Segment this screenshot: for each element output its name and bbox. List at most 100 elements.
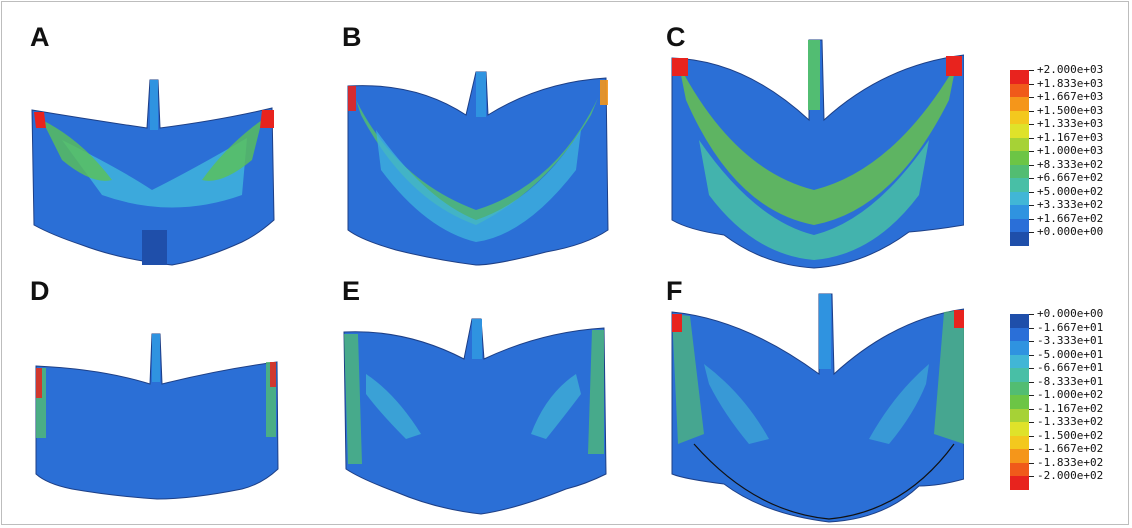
legend-top-swatch bbox=[1010, 83, 1029, 97]
legend-bottom-swatch bbox=[1010, 449, 1029, 463]
legend-bottom-tick bbox=[1029, 341, 1034, 342]
legend-top-swatch bbox=[1010, 191, 1029, 205]
stress-map-e bbox=[343, 318, 607, 515]
legend-top-row: +1.167e+03 bbox=[1010, 131, 1130, 151]
legend-top-tick bbox=[1029, 70, 1034, 71]
legend-top-tick bbox=[1029, 218, 1034, 220]
legend-bottom-swatch bbox=[1010, 422, 1029, 436]
legend-top-swatch bbox=[1010, 124, 1029, 138]
legend-bottom-row: -1.667e+02 bbox=[1010, 443, 1130, 463]
legend-top-swatch bbox=[1010, 218, 1029, 232]
legend-bottom-swatch bbox=[1010, 354, 1029, 368]
legend-bottom-row: -1.667e+01 bbox=[1010, 321, 1130, 341]
legend-bottom-swatch bbox=[1010, 476, 1029, 490]
legend-bottom-label: -1.167e+02 bbox=[1037, 401, 1104, 415]
legend-bottom-swatch bbox=[1010, 327, 1029, 341]
legend-top-row: +5.000e+02 bbox=[1010, 185, 1130, 205]
legend-bottom-swatch bbox=[1010, 341, 1029, 355]
legend-bottom-row: -1.333e+02 bbox=[1010, 416, 1130, 436]
legend-bottom-label: -1.833e+02 bbox=[1037, 455, 1104, 469]
legend-top-label: +5.000e+02 bbox=[1037, 184, 1104, 198]
legend-bottom-swatch bbox=[1010, 435, 1029, 449]
panel-label-b: B bbox=[342, 22, 362, 52]
legend-top-tick bbox=[1029, 205, 1034, 206]
legend-bottom-tick bbox=[1029, 381, 1034, 383]
legend-bottom-label: -8.333e+01 bbox=[1037, 374, 1104, 388]
legend-top-label: +1.833e+03 bbox=[1037, 76, 1104, 90]
panel-c: C bbox=[664, 20, 964, 270]
legend-top-label: +1.333e+03 bbox=[1037, 117, 1104, 130]
legend-top-tick bbox=[1029, 124, 1034, 125]
legend-bottom-swatch bbox=[1010, 462, 1029, 476]
legend-top-label: +8.333e+02 bbox=[1037, 157, 1104, 171]
legend-top-swatch bbox=[1010, 97, 1029, 111]
legend-top-tick bbox=[1029, 178, 1034, 179]
legend-bottom-swatch bbox=[1010, 408, 1029, 422]
legend-top-label: +1.667e+03 bbox=[1037, 90, 1104, 103]
legend-top-row: +1.000e+03 bbox=[1010, 145, 1130, 165]
legend-bottom-row: -3.333e+01 bbox=[1010, 335, 1130, 355]
stress-map-a bbox=[31, 79, 275, 266]
legend-bottom-tick bbox=[1029, 435, 1034, 437]
legend-top-swatch bbox=[1010, 232, 1029, 246]
legend-bottom-label: -1.333e+02 bbox=[1037, 415, 1104, 428]
legend-bottom-label: -1.000e+02 bbox=[1037, 388, 1104, 401]
legend-top-swatch bbox=[1010, 70, 1029, 84]
legend-top-swatch bbox=[1010, 110, 1029, 124]
legend-top-label: +1.167e+03 bbox=[1037, 130, 1104, 144]
legend-bottom-tick bbox=[1029, 354, 1034, 356]
legend-top-row: +8.333e+02 bbox=[1010, 158, 1130, 178]
legend-bottom-tick bbox=[1029, 408, 1034, 410]
legend-bottom-row: -1.833e+02 bbox=[1010, 456, 1130, 476]
legend-bottom-label: +0.000e+00 bbox=[1037, 307, 1104, 320]
legend-bottom-swatch bbox=[1010, 314, 1029, 328]
legend-top-row: +3.333e+02 bbox=[1010, 199, 1130, 219]
legend-bottom-tick bbox=[1029, 449, 1034, 450]
legend-top-row: +0.000e+00 bbox=[1010, 226, 1130, 246]
panel-label-c: C bbox=[666, 22, 686, 52]
legend-top-row: +1.500e+03 bbox=[1010, 104, 1130, 124]
legend-bottom-label: -2.000e+02 bbox=[1037, 469, 1104, 482]
stress-map-d bbox=[35, 333, 279, 500]
legend-top-row: +1.833e+03 bbox=[1010, 77, 1130, 97]
panel-b: B bbox=[336, 20, 636, 270]
legend-top-tick bbox=[1029, 191, 1034, 193]
legend-top-label: +6.667e+02 bbox=[1037, 171, 1104, 184]
panel-label-a: A bbox=[30, 22, 50, 52]
legend-top-swatch bbox=[1010, 151, 1029, 165]
legend-bottom-swatch bbox=[1010, 381, 1029, 395]
legend-top-tick bbox=[1029, 151, 1034, 152]
legend-top-swatch bbox=[1010, 137, 1029, 151]
legend-bottom-tick bbox=[1029, 395, 1034, 396]
legend-bottom-row: -1.167e+02 bbox=[1010, 402, 1130, 422]
panel-label-d: D bbox=[30, 276, 50, 306]
legend-bottom-row: -6.667e+01 bbox=[1010, 362, 1130, 382]
panel-a: A bbox=[22, 20, 322, 270]
stress-map-c bbox=[671, 39, 964, 269]
legend-top-label: +1.000e+03 bbox=[1037, 144, 1104, 157]
legend-top-tick bbox=[1029, 110, 1034, 112]
panel-e: E bbox=[336, 274, 636, 524]
legend-bottom-tick bbox=[1029, 476, 1034, 477]
legend-bottom-label: -1.667e+02 bbox=[1037, 442, 1104, 455]
legend-bottom-row: -8.333e+01 bbox=[1010, 375, 1130, 395]
panel-f: F bbox=[664, 274, 964, 524]
legend-top-swatch bbox=[1010, 205, 1029, 219]
panel-d: D bbox=[22, 274, 322, 524]
legend-bottom-label: -3.333e+01 bbox=[1037, 334, 1104, 347]
legend-top-label: +2.000e+03 bbox=[1037, 63, 1104, 76]
legend-top-label: +3.333e+02 bbox=[1037, 198, 1104, 211]
legend-bottom-label: -1.500e+02 bbox=[1037, 428, 1104, 442]
legend-top-label: +0.000e+00 bbox=[1037, 225, 1104, 238]
legend-bottom-row: -2.000e+02 bbox=[1010, 470, 1130, 490]
legend-top-label: +1.667e+02 bbox=[1037, 211, 1104, 225]
legend-bottom-row: -5.000e+01 bbox=[1010, 348, 1130, 368]
legend-bottom-tick bbox=[1029, 422, 1034, 423]
legend-top-swatch bbox=[1010, 178, 1029, 192]
legend-bottom-swatch bbox=[1010, 368, 1029, 382]
legend-top-tick bbox=[1029, 97, 1034, 98]
legend-bottom-tick bbox=[1029, 314, 1034, 315]
legend-top-tick bbox=[1029, 137, 1034, 139]
legend-bottom-label: -5.000e+01 bbox=[1037, 347, 1104, 361]
